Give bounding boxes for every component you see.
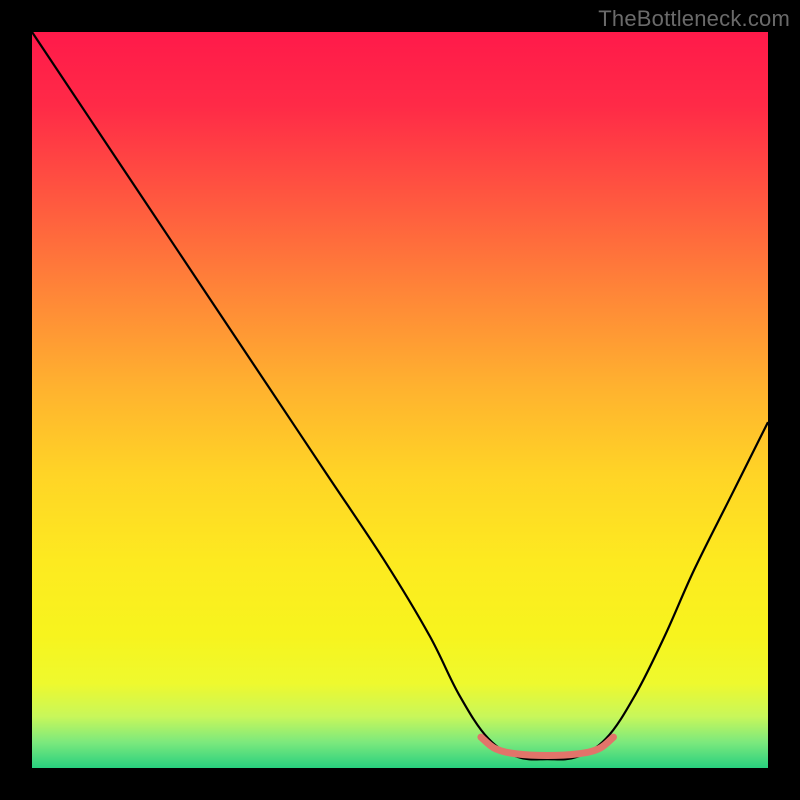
watermark-text: TheBottleneck.com xyxy=(598,6,790,32)
bottleneck-curve-chart xyxy=(0,0,800,800)
chart-plot-area xyxy=(32,32,768,768)
chart-container: TheBottleneck.com xyxy=(0,0,800,800)
